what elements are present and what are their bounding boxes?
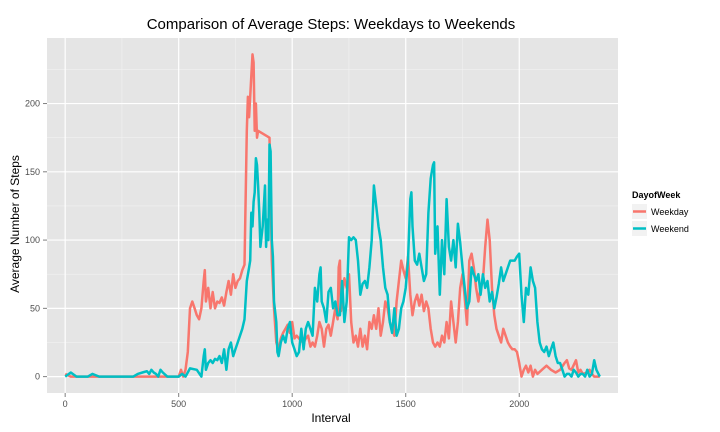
- x-axis: 0 500 1000 1500 2000: [63, 393, 529, 409]
- y-tick-label: 200: [25, 99, 40, 109]
- x-tick-label: 0: [63, 399, 68, 409]
- series-line-weekday: [64, 53, 600, 378]
- y-axis-title: Average Number of Steps: [8, 155, 22, 293]
- legend-label-weekend: Weekend: [651, 224, 689, 234]
- legend: DayofWeek Weekday Weekend: [632, 190, 689, 236]
- y-tick-label: 100: [25, 235, 40, 245]
- x-tick-label: 1000: [282, 399, 302, 409]
- chart-title: Comparison of Average Steps: Weekdays to…: [147, 16, 516, 33]
- y-tick-label: 150: [25, 167, 40, 177]
- major-gridlines: [47, 38, 618, 393]
- legend-label-weekday: Weekday: [651, 207, 689, 217]
- x-axis-title: Interval: [311, 411, 350, 425]
- legend-title: DayofWeek: [632, 190, 681, 200]
- series-line-weekend: [64, 143, 601, 378]
- y-tick-label: 0: [35, 372, 40, 382]
- y-tick-label: 50: [30, 303, 40, 313]
- series-lines: [64, 53, 601, 378]
- x-tick-label: 500: [171, 399, 186, 409]
- y-axis: 0 50 100 150 200: [25, 99, 47, 382]
- minor-gridlines: [47, 38, 618, 393]
- x-tick-label: 2000: [509, 399, 529, 409]
- x-tick-label: 1500: [396, 399, 416, 409]
- plot-panel: [47, 38, 618, 393]
